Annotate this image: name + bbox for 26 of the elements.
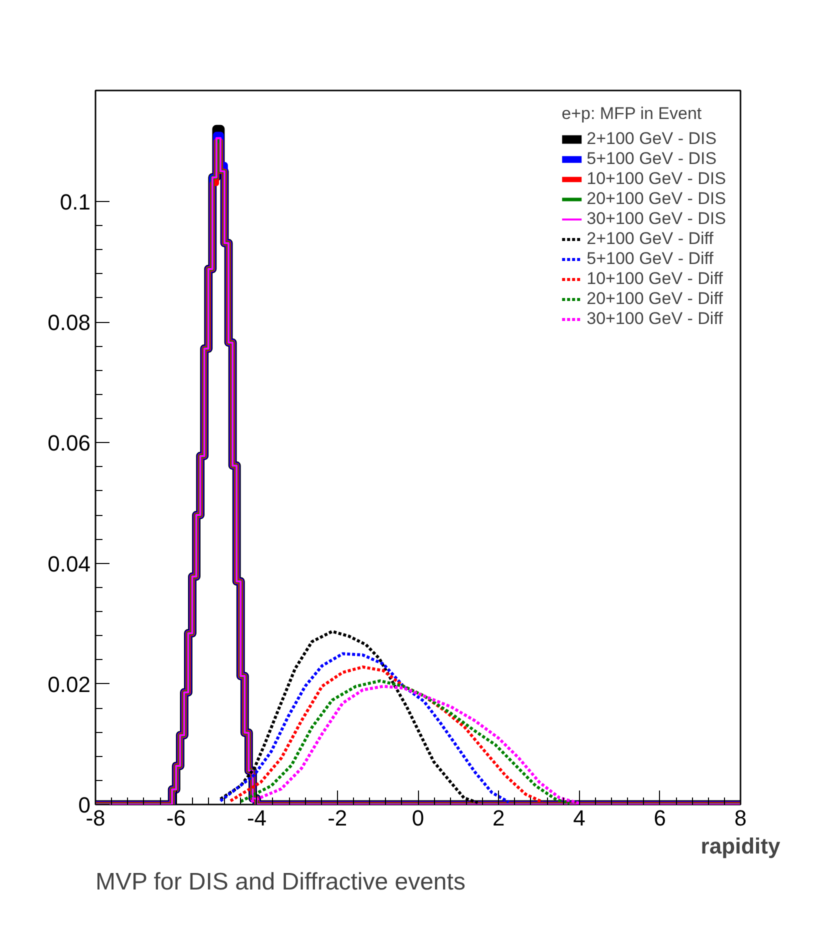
legend-label: 2+100 GeV - DIS xyxy=(586,129,717,149)
x-tick-label: 6 xyxy=(654,806,666,830)
x-tick-label: 4 xyxy=(573,806,586,830)
legend-label: 20+100 GeV - DIS xyxy=(586,189,726,209)
x-tick-label: 8 xyxy=(734,806,747,830)
y-tick-label: 0.08 xyxy=(48,310,91,336)
x-tick-label: -4 xyxy=(246,806,267,830)
x-tick-label: -2 xyxy=(328,806,348,830)
x-axis-title: rapidity xyxy=(700,834,781,858)
legend-label: 20+100 GeV - Diff xyxy=(586,289,723,309)
legend-label: 5+100 GeV - DIS xyxy=(586,149,717,169)
legend-label: 10+100 GeV - DIS xyxy=(586,169,726,189)
legend-label: 5+100 GeV - Diff xyxy=(586,249,714,269)
legend-title: e+p: MFP in Event xyxy=(562,104,703,124)
legend-label: 10+100 GeV - Diff xyxy=(586,269,723,289)
y-tick-label: 0.04 xyxy=(48,551,91,576)
legend-label: 30+100 GeV - DIS xyxy=(586,209,726,229)
legend-label: 2+100 GeV - Diff xyxy=(586,229,714,249)
x-tick-label: 2 xyxy=(492,806,505,830)
y-tick-label: 0.1 xyxy=(60,189,91,214)
x-tick-label: 0 xyxy=(412,806,424,830)
legend-label: 30+100 GeV - Diff xyxy=(586,309,723,329)
text: MVP for DIS and Diffractive events xyxy=(96,868,466,896)
y-tick-label: 0.02 xyxy=(48,672,91,697)
y-tick-label: 0.06 xyxy=(48,430,91,456)
x-tick-label: -6 xyxy=(166,806,186,830)
